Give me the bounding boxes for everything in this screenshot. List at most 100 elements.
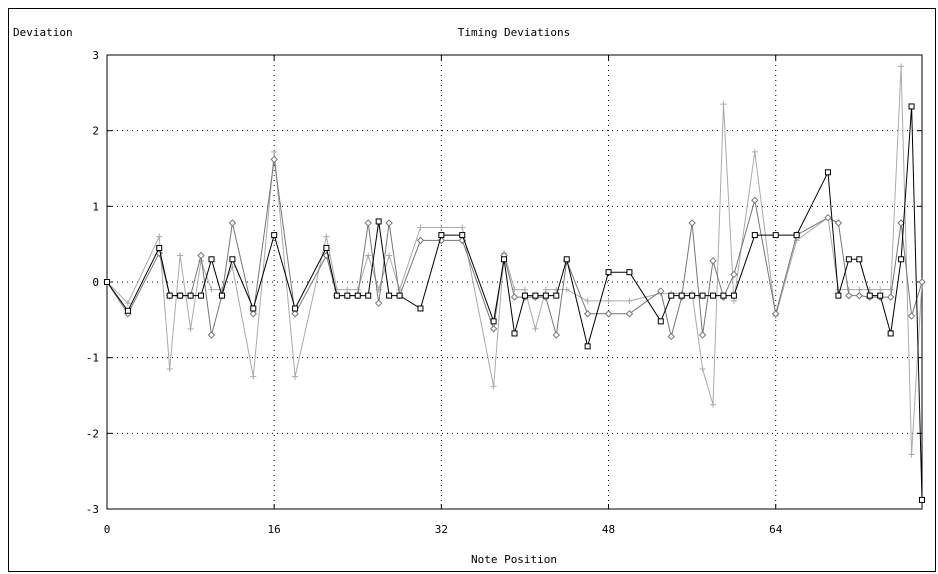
data-point bbox=[386, 252, 393, 259]
data-point bbox=[730, 297, 737, 304]
data-point bbox=[720, 101, 727, 108]
y-tick-label: 0 bbox=[92, 276, 99, 289]
data-point bbox=[877, 292, 884, 299]
data-point bbox=[542, 286, 549, 293]
data-point bbox=[668, 292, 675, 299]
data-point bbox=[710, 401, 717, 408]
data-point bbox=[898, 256, 905, 263]
data-point bbox=[657, 318, 664, 325]
data-point bbox=[793, 232, 800, 239]
data-point bbox=[197, 251, 205, 260]
x-tick-label: 48 bbox=[602, 523, 615, 536]
data-point bbox=[229, 256, 236, 263]
data-point bbox=[249, 310, 257, 318]
data-point bbox=[521, 286, 528, 293]
data-point bbox=[689, 292, 696, 299]
data-point bbox=[156, 233, 163, 240]
data-point bbox=[521, 292, 528, 299]
data-point bbox=[584, 343, 591, 350]
data-point bbox=[490, 383, 497, 390]
chart-title: Timing Deviations bbox=[458, 26, 571, 39]
data-point bbox=[730, 292, 737, 299]
data-point bbox=[886, 293, 895, 301]
data-point bbox=[228, 219, 237, 227]
series-line bbox=[106, 66, 923, 455]
data-point bbox=[720, 292, 727, 299]
data-point bbox=[386, 292, 393, 299]
data-point bbox=[626, 297, 633, 304]
series-line bbox=[106, 159, 923, 337]
data-point bbox=[365, 292, 372, 299]
data-point bbox=[510, 293, 519, 301]
data-point bbox=[552, 331, 561, 339]
y-tick-label: 3 bbox=[92, 49, 99, 62]
data-point bbox=[824, 169, 831, 176]
data-point bbox=[845, 291, 853, 300]
series-lines bbox=[103, 63, 926, 503]
data-point bbox=[250, 373, 257, 380]
data-point bbox=[218, 292, 225, 299]
data-point bbox=[730, 270, 738, 279]
data-point bbox=[919, 496, 925, 503]
data-point bbox=[699, 292, 706, 299]
data-point bbox=[198, 292, 205, 299]
data-point bbox=[438, 224, 445, 231]
data-point bbox=[866, 292, 873, 299]
data-point bbox=[187, 325, 194, 332]
data-point bbox=[709, 257, 717, 265]
plot-area bbox=[106, 54, 923, 510]
data-point bbox=[323, 244, 330, 251]
data-point bbox=[208, 286, 215, 293]
data-point bbox=[918, 278, 926, 286]
data-point bbox=[855, 291, 864, 300]
data-point bbox=[877, 286, 884, 293]
data-point bbox=[333, 292, 340, 299]
data-point bbox=[835, 292, 842, 299]
data-point bbox=[772, 232, 779, 239]
x-tick-label: 32 bbox=[435, 523, 448, 536]
data-point bbox=[291, 310, 299, 318]
data-point bbox=[898, 63, 905, 70]
data-point bbox=[584, 297, 591, 304]
data-point bbox=[292, 305, 299, 312]
data-point bbox=[438, 232, 445, 239]
data-point bbox=[856, 256, 863, 263]
data-point bbox=[417, 224, 424, 231]
data-point bbox=[104, 279, 110, 285]
chart-frame: 3 2 1 0 -1 -2 -3 0 16 32 48 64 Timing Deviations De… bbox=[8, 8, 936, 572]
data-point bbox=[323, 233, 330, 240]
data-point bbox=[751, 196, 759, 204]
data-point bbox=[897, 219, 905, 227]
data-point bbox=[187, 292, 194, 299]
data-point bbox=[667, 332, 675, 341]
data-point bbox=[563, 256, 570, 263]
data-point bbox=[490, 318, 497, 325]
data-point bbox=[156, 244, 163, 251]
data-point bbox=[166, 292, 173, 299]
data-point bbox=[374, 299, 383, 307]
data-point bbox=[511, 330, 518, 337]
data-point bbox=[417, 305, 424, 312]
data-point bbox=[845, 286, 852, 293]
data-point bbox=[605, 297, 612, 304]
data-point bbox=[375, 218, 382, 225]
x-tick-label: 16 bbox=[268, 523, 281, 536]
data-point bbox=[625, 310, 634, 318]
data-point bbox=[887, 330, 894, 337]
x-tick-label: 0 bbox=[104, 523, 111, 536]
data-point bbox=[583, 310, 592, 318]
data-point bbox=[292, 373, 299, 380]
data-point bbox=[751, 232, 758, 239]
data-point bbox=[907, 312, 916, 320]
data-point bbox=[856, 286, 863, 293]
data-point bbox=[124, 300, 131, 307]
y-tick-label: -1 bbox=[86, 352, 99, 365]
data-point bbox=[396, 292, 403, 299]
data-point bbox=[354, 286, 361, 293]
data-point bbox=[385, 219, 393, 227]
data-point bbox=[824, 213, 832, 222]
data-point bbox=[563, 286, 570, 293]
data-point bbox=[459, 224, 466, 231]
data-point bbox=[532, 292, 539, 299]
